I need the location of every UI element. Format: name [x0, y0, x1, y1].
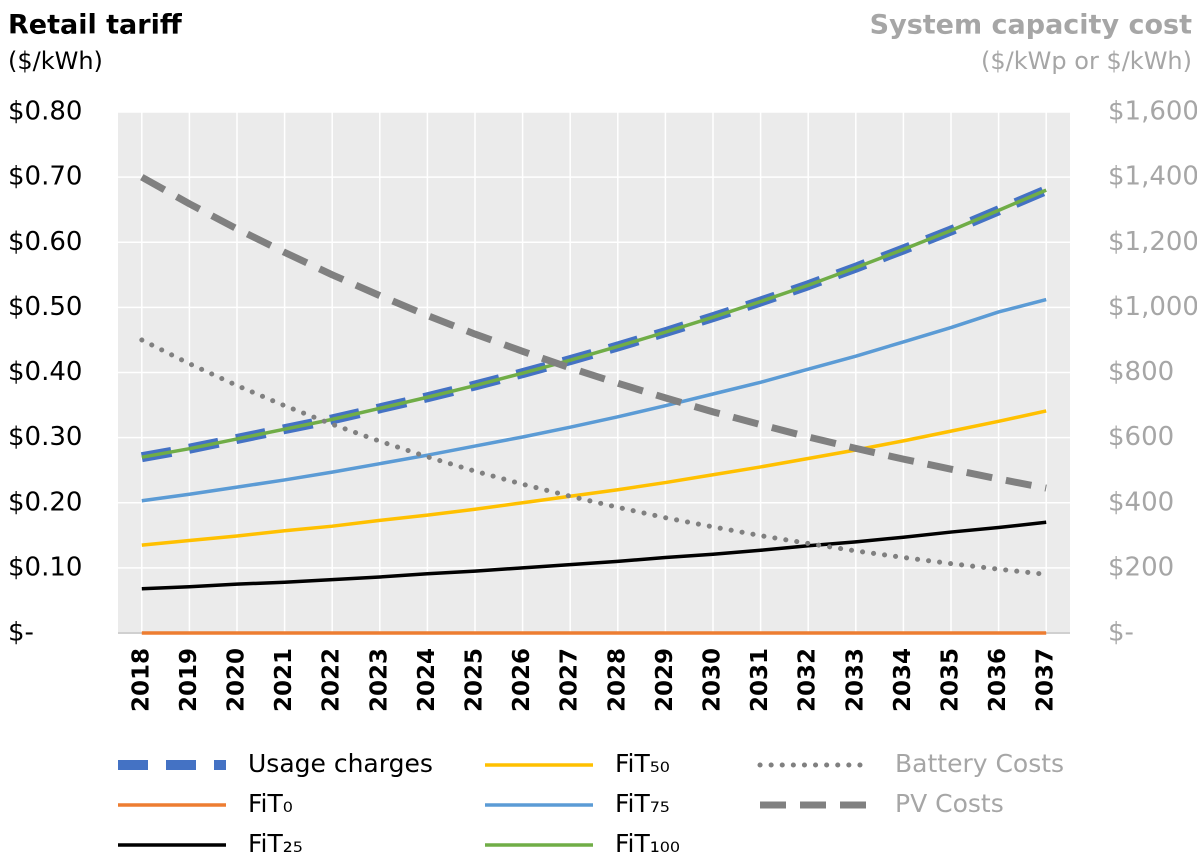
legend-label: FiT₁₀₀ [615, 829, 680, 857]
legend-label: Battery Costs [895, 749, 1064, 778]
x-tick-label: 2026 [509, 648, 535, 712]
legend-label: FiT₅₀ [615, 749, 670, 778]
x-tick-label: 2029 [652, 648, 678, 712]
y-tick-label: $0.50 [8, 292, 82, 322]
y-tick-label: $0.60 [8, 227, 82, 257]
legend-label: PV Costs [895, 789, 1004, 818]
series-line [141, 409, 1047, 547]
y2-tick-label: $1,600 [1108, 97, 1197, 127]
x-tick-label: 2031 [747, 648, 773, 712]
x-tick-label: 2034 [890, 648, 916, 712]
series-line [140, 174, 1047, 492]
y-tick-label: $0.70 [8, 162, 82, 192]
y-tick-label: $0.30 [8, 422, 82, 452]
x-tick-label: 2037 [1033, 648, 1059, 712]
y2-tick-label: $- [1108, 618, 1134, 648]
y-tick-label: $0.40 [8, 357, 82, 387]
y2-tick-label: $200 [1108, 552, 1174, 582]
x-tick-label: 2018 [128, 648, 154, 712]
chart-title: Retail tariff [8, 10, 183, 41]
y2-tick-label: $1,000 [1108, 292, 1197, 322]
y-tick-label: $0.10 [8, 552, 82, 582]
x-tick-label: 2022 [319, 648, 345, 712]
x-tick-label: 2030 [700, 648, 726, 712]
x-tick-label: 2035 [938, 648, 964, 712]
x-tick-label: 2023 [366, 648, 392, 712]
x-tick-label: 2027 [557, 648, 583, 712]
legend-label: FiT₇₅ [615, 789, 670, 818]
legend-label: FiT₀ [248, 789, 293, 818]
series-line [141, 297, 1047, 503]
x-tick-label: 2033 [842, 648, 868, 712]
x-tick-label: 2019 [176, 648, 202, 712]
legend-label: FiT₂₅ [248, 829, 303, 857]
legend-label: Usage charges [248, 749, 433, 778]
y2-tick-label: $800 [1108, 357, 1174, 387]
x-tick-label: 2021 [271, 648, 297, 712]
y2-tick-label: $600 [1108, 422, 1174, 452]
x-tick-label: 2025 [462, 648, 488, 712]
y2-tick-label: $1,200 [1108, 227, 1197, 257]
series-line [141, 188, 1047, 459]
y-axis-label: ($/kWh) [8, 47, 103, 75]
y2-tick-label: $1,400 [1108, 162, 1197, 192]
x-tick-label: 2032 [795, 648, 821, 712]
y-tick-label: $0.80 [8, 97, 82, 127]
x-tick-label: 2024 [414, 648, 440, 712]
series-line [139, 337, 1049, 577]
x-tick-label: 2028 [604, 648, 630, 712]
y2-tick-label: $400 [1108, 487, 1174, 517]
y2-title: System capacity cost [870, 10, 1192, 41]
y2-axis-label: ($/kWp or $/kWh) [981, 47, 1192, 75]
y-tick-label: $0.20 [8, 487, 82, 517]
y-tick-label: $- [8, 618, 34, 648]
series-line [141, 520, 1047, 591]
x-tick-label: 2036 [985, 648, 1011, 712]
x-tick-label: 2020 [224, 648, 250, 712]
